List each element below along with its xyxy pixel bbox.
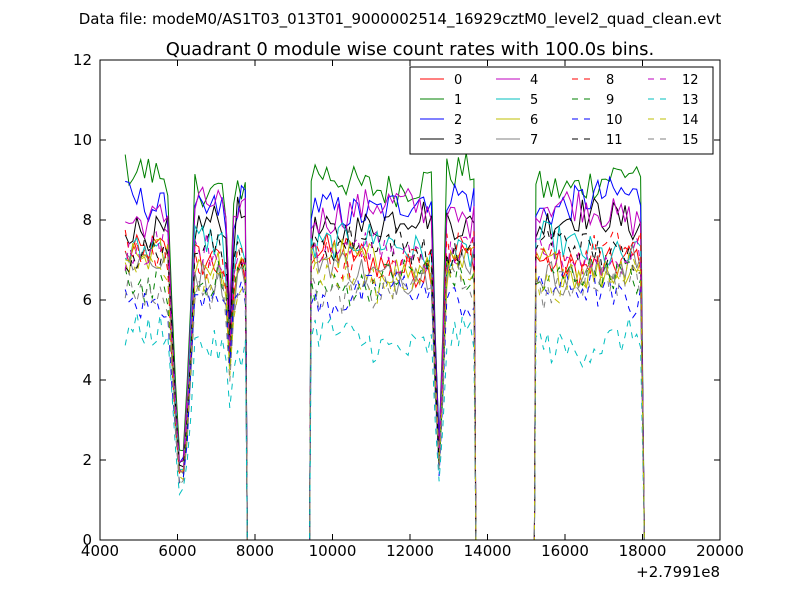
plot-area (124, 152, 645, 540)
x-tick-label: 4000 (81, 542, 119, 560)
legend-label-3: 3 (454, 133, 462, 148)
series-line-7 (124, 242, 645, 540)
axes: 4000 6000 8000 10000 12000 14000 16000 18000 200… (73, 51, 744, 560)
x-tick-label: 6000 (158, 542, 196, 560)
x-tick-label: 8000 (236, 542, 274, 560)
legend-label-4: 4 (530, 73, 538, 88)
series-line-9 (124, 255, 645, 540)
y-tick-label: 8 (82, 211, 92, 229)
y-tick-label: 10 (73, 131, 92, 149)
legend-label-10: 10 (606, 113, 623, 128)
legend-label-12: 12 (682, 73, 699, 88)
series-line-8 (124, 229, 645, 540)
chart-suptitle: Data file: modeM0/AS1T03_013T01_90000025… (79, 10, 722, 29)
legend-label-2: 2 (454, 113, 462, 128)
x-tick-label: 20000 (696, 542, 744, 560)
series-line-4 (125, 186, 645, 540)
series-line-5 (124, 220, 645, 540)
series-line-2 (125, 175, 645, 540)
x-offset-label: +2.7991e8 (636, 563, 720, 581)
x-tick-label: 10000 (309, 542, 357, 560)
legend-label-13: 13 (682, 93, 699, 108)
legend-label-5: 5 (530, 93, 538, 108)
y-tick-label: 4 (82, 371, 92, 389)
series-line-1 (124, 152, 645, 540)
series-line-3 (124, 196, 645, 540)
x-tick-label: 14000 (464, 542, 512, 560)
legend-label-9: 9 (606, 93, 614, 108)
legend-label-0: 0 (454, 73, 462, 88)
legend-label-6: 6 (530, 113, 538, 128)
series-line-11 (124, 225, 645, 540)
series-line-13 (124, 312, 645, 540)
y-tick-label: 12 (73, 51, 92, 69)
series-line-14 (125, 252, 645, 540)
legend-label-8: 8 (606, 73, 614, 88)
legend-label-7: 7 (530, 133, 538, 148)
x-tick-label: 12000 (386, 542, 434, 560)
series-line-15 (124, 262, 645, 540)
x-tick-label: 16000 (541, 542, 589, 560)
series-line-12 (124, 227, 645, 540)
legend-label-11: 11 (606, 133, 623, 148)
legend-label-14: 14 (682, 113, 699, 128)
y-tick-label: 0 (82, 531, 92, 549)
series-line-10 (124, 268, 645, 540)
series-line-0 (124, 232, 645, 540)
y-tick-label: 6 (82, 291, 92, 309)
legend-label-1: 1 (454, 93, 462, 108)
chart-title: Quadrant 0 module wise count rates with … (166, 39, 655, 60)
x-tick-label: 18000 (619, 542, 667, 560)
y-tick-label: 2 (82, 451, 92, 469)
legend-label-15: 15 (682, 133, 699, 148)
